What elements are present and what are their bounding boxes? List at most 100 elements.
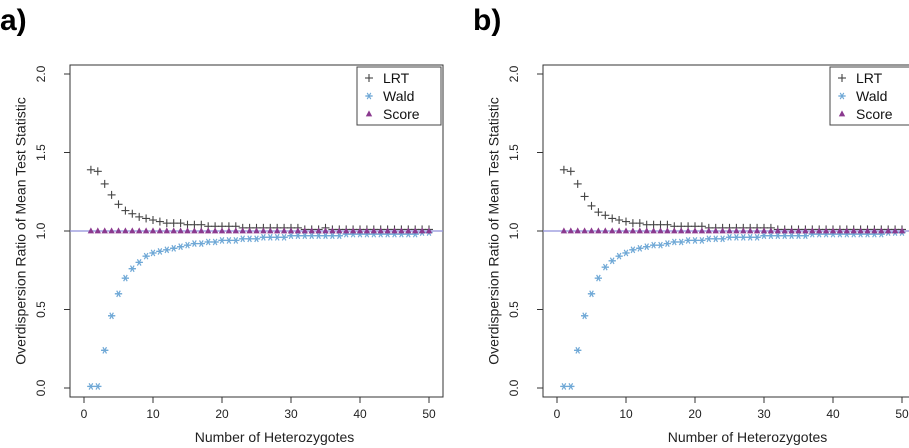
score-point	[322, 227, 329, 234]
wald-point	[114, 290, 123, 298]
score-point	[225, 227, 233, 234]
wald-point	[211, 238, 219, 246]
wald-point	[781, 232, 789, 240]
x-tick-label: 40	[353, 407, 367, 421]
score-point	[232, 227, 239, 234]
lrt-point	[142, 214, 151, 223]
wald-point	[801, 232, 809, 240]
wald-point	[684, 237, 692, 244]
lrt-point	[176, 219, 185, 228]
score-point	[246, 227, 253, 234]
y-tick-label: 0.0	[507, 379, 521, 396]
score-point	[609, 227, 616, 234]
lrt-point	[601, 211, 610, 220]
score-point	[384, 227, 391, 234]
series-score	[87, 227, 433, 234]
score-point	[615, 227, 623, 234]
score-point	[198, 227, 205, 234]
wald-point	[252, 235, 261, 243]
wald-point	[328, 232, 336, 240]
score-point	[129, 227, 136, 234]
lrt-point	[155, 217, 164, 226]
score-point	[595, 227, 602, 234]
lrt-point	[635, 219, 644, 228]
score-point	[267, 227, 274, 234]
score-point	[726, 227, 733, 234]
score-point	[370, 227, 377, 234]
score-point	[774, 227, 781, 234]
wald-point	[746, 233, 754, 241]
wald-point	[94, 383, 102, 390]
score-point	[671, 227, 678, 234]
wald-point	[643, 243, 651, 251]
lrt-point	[86, 165, 95, 174]
score-point	[218, 227, 226, 234]
score-point	[94, 227, 101, 234]
score-point	[740, 227, 747, 234]
score-point	[753, 227, 761, 234]
lrt-point	[100, 179, 109, 188]
lrt-point	[169, 219, 178, 228]
chart-panel-b: 0 10 20 30 40 50 0.0 0.5 1.0 1.5 2.0 Number of Hete…	[473, 0, 909, 448]
x-tick-label: 50	[422, 407, 436, 421]
score-point	[87, 227, 95, 234]
score-point	[560, 227, 568, 234]
wald-point	[365, 92, 373, 100]
x-tick-label: 10	[619, 407, 633, 421]
score-point	[871, 227, 878, 234]
wald-point	[567, 383, 575, 390]
score-point	[650, 227, 657, 234]
wald-point	[608, 257, 616, 265]
wald-point	[315, 232, 323, 240]
wald-point	[108, 312, 116, 320]
wald-point	[615, 252, 623, 260]
score-point	[781, 227, 788, 234]
wald-point	[601, 263, 609, 271]
score-point	[602, 227, 609, 234]
x-tick-label: 30	[757, 407, 771, 421]
wald-point	[349, 230, 357, 238]
score-point	[816, 227, 823, 234]
lrt-point	[107, 190, 116, 199]
score-point	[809, 227, 816, 234]
score-point	[274, 227, 281, 234]
score-point	[377, 227, 384, 234]
score-point	[795, 227, 802, 234]
y-tick-label: 2.0	[507, 65, 521, 82]
wald-point	[725, 233, 734, 241]
wald-point	[163, 246, 171, 254]
wald-point	[294, 232, 302, 240]
score-point	[170, 227, 177, 234]
wald-point	[656, 241, 665, 249]
wald-point	[287, 232, 295, 240]
wald-point	[135, 258, 143, 266]
score-point	[891, 227, 899, 234]
wald-point	[156, 247, 164, 255]
score-point	[122, 227, 129, 234]
y-axis-label: Overdispersion Ratio of Mean Test Statis…	[13, 97, 29, 364]
x-tick-label: 0	[554, 407, 561, 421]
x-tick-label: 40	[826, 407, 840, 421]
x-tick-label: 20	[688, 407, 702, 421]
score-point	[767, 227, 775, 234]
wald-point	[266, 233, 274, 241]
score-point	[838, 110, 846, 117]
lrt-point	[622, 217, 630, 226]
lrt-point	[573, 179, 582, 188]
wald-point	[121, 274, 129, 282]
wald-point	[739, 233, 747, 241]
score-point	[343, 227, 350, 234]
score-point	[898, 227, 906, 234]
wald-point	[183, 241, 192, 249]
wald-point	[622, 249, 630, 257]
wald-point	[301, 232, 309, 240]
score-point	[733, 227, 740, 234]
wald-point	[190, 240, 198, 247]
score-point	[101, 227, 108, 234]
score-point	[664, 227, 671, 234]
score-point	[349, 227, 357, 234]
legend-label-score: Score	[856, 106, 893, 122]
legend-label-wald: Wald	[383, 88, 414, 104]
wald-point	[670, 238, 678, 246]
series-wald	[560, 229, 906, 390]
